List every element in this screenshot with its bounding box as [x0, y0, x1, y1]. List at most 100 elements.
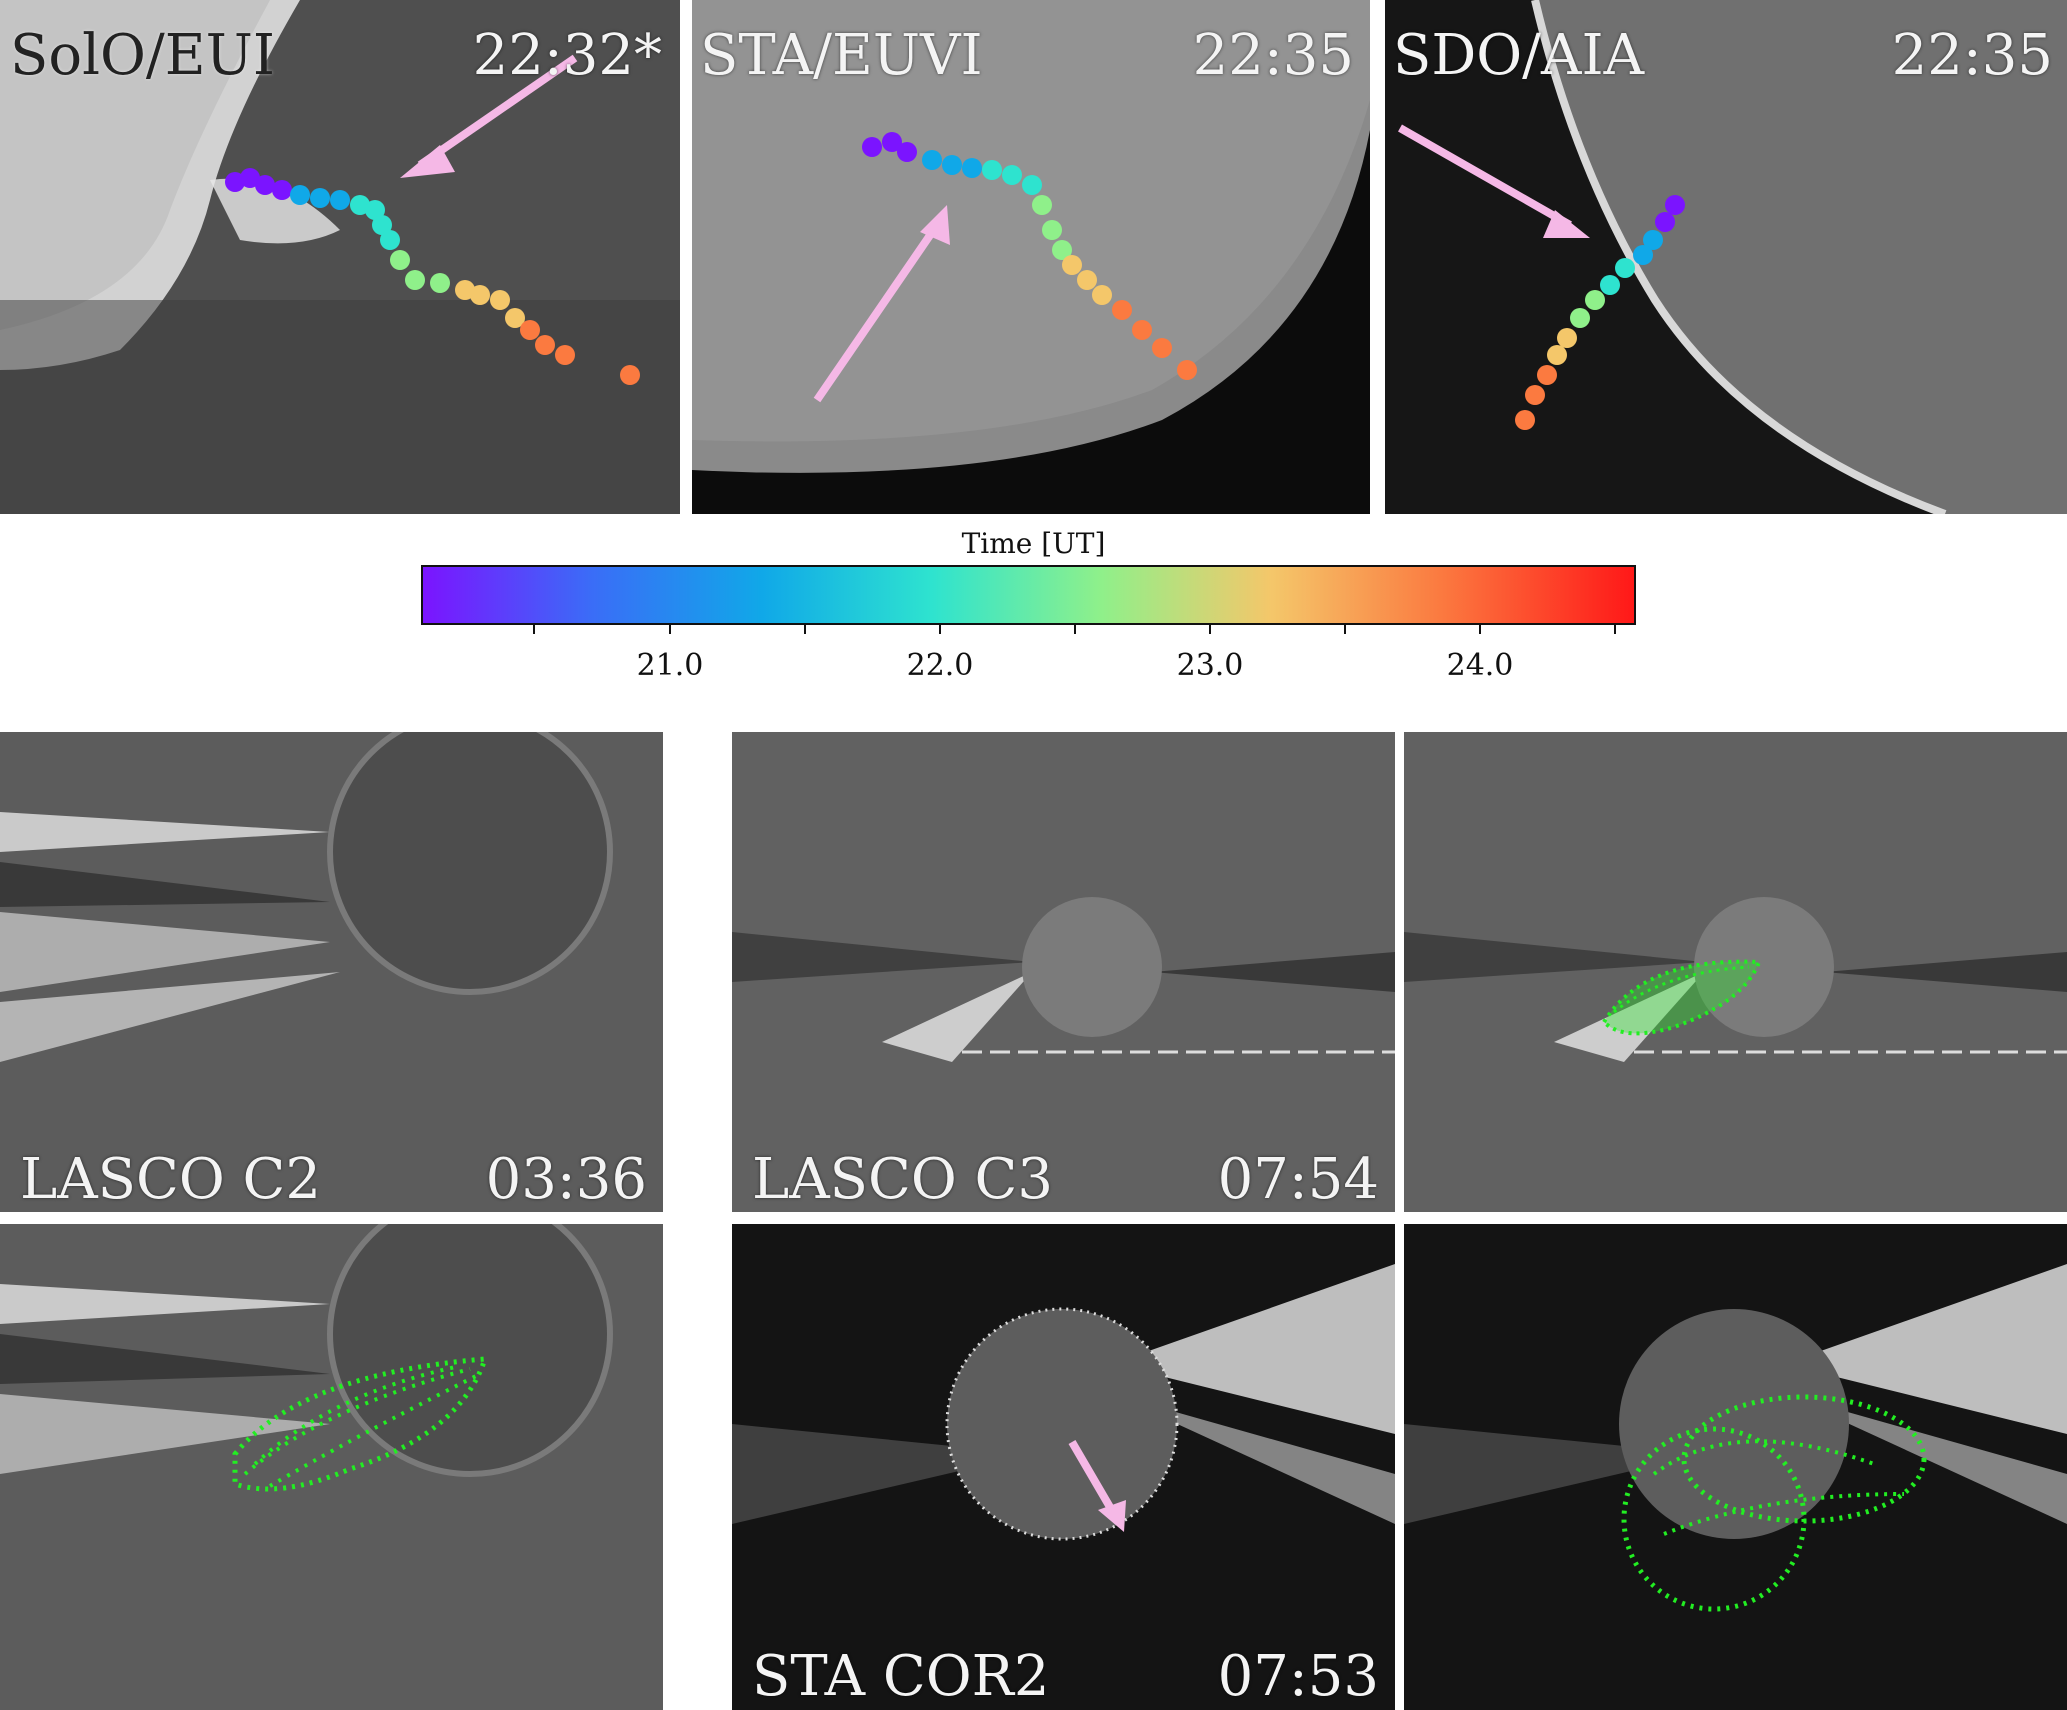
trajectory-point — [255, 175, 275, 195]
trajectory-point — [380, 230, 400, 250]
trajectory-point — [1570, 308, 1590, 328]
flux-rope-model — [232, 1356, 489, 1492]
trajectory-point — [1633, 245, 1653, 265]
trajectory-point — [555, 345, 575, 365]
trajectory-point — [1515, 410, 1535, 430]
trajectory-point — [1665, 195, 1685, 215]
colorbar-tick — [1209, 625, 1211, 634]
trajectory-point — [430, 273, 450, 293]
lasco-c3-image — [732, 732, 1395, 1212]
colorbar-tick — [669, 625, 671, 634]
trajectory-point — [982, 160, 1002, 180]
trajectory-point — [225, 172, 245, 192]
sta-cor2-image — [732, 1224, 1395, 1710]
panel-time: 22:35 — [1891, 23, 2053, 88]
sdo-aia-trajectory — [1398, 124, 1685, 430]
colorbar-minor-tick — [804, 625, 806, 634]
panel-label: STA/EUVI — [700, 23, 983, 88]
trajectory-point — [1062, 255, 1082, 275]
trajectory-point — [1002, 165, 1022, 185]
arrow-line — [813, 222, 941, 403]
trajectory-point — [620, 365, 640, 385]
trajectory-point — [372, 215, 392, 235]
lasco-c3-panel: LASCO C3 07:54 — [732, 732, 1395, 1212]
lasco-c2-panel: LASCO C2 03:36 — [0, 732, 663, 1212]
panel-time: 07:53 — [1217, 1644, 1379, 1709]
panel-label: SDO/AIA — [1393, 23, 1645, 88]
panel-label: LASCO C3 — [752, 1147, 1054, 1212]
lasco-c2-model-image — [0, 1224, 663, 1710]
trajectory-point — [1032, 195, 1052, 215]
trajectory-point — [897, 142, 917, 162]
panel-time: 22:35 — [1192, 23, 1354, 88]
arrow-line — [1068, 1439, 1118, 1517]
trajectory-point — [882, 132, 902, 152]
arrow-head — [1098, 1500, 1126, 1532]
trajectory-point — [1537, 365, 1557, 385]
trajectory-point — [1177, 360, 1197, 380]
lasco-c3-model-panel — [1404, 732, 2067, 1212]
trajectory-point — [1052, 240, 1072, 260]
trajectory-point — [1077, 270, 1097, 290]
sta-cor2-model-image — [1404, 1224, 2067, 1710]
colorbar-tick-label: 22.0 — [906, 648, 974, 683]
panel-time: 07:54 — [1217, 1147, 1379, 1212]
trajectory-point — [1042, 220, 1062, 240]
trajectory-point — [272, 180, 292, 200]
trajectory-point — [1600, 275, 1620, 295]
sta-cor2-model-panel — [1404, 1224, 2067, 1710]
colorbar-minor-tick — [1614, 625, 1616, 634]
sdo-aia-image — [1385, 0, 2067, 514]
arrow-head — [920, 205, 950, 245]
flux-rope-model — [1621, 1394, 1927, 1612]
trajectory-point — [962, 158, 982, 178]
trajectory-point — [405, 270, 425, 290]
trajectory-point — [862, 137, 882, 157]
panel-label: LASCO C2 — [20, 1147, 322, 1212]
trajectory-point — [922, 150, 942, 170]
sta-cor2-panel: STA COR2 07:53 — [732, 1224, 1395, 1710]
colorbar-title: Time [UT] — [961, 527, 1106, 560]
panel-time: 03:36 — [485, 1147, 647, 1212]
panel-time: 22:32* — [472, 23, 662, 88]
solo-eui-panel: SolO/EUI 22:32* — [0, 0, 680, 514]
trajectory-point — [1132, 320, 1152, 340]
trajectory-point — [1525, 385, 1545, 405]
colorbar-minor-tick — [1074, 625, 1076, 634]
lasco-c3-model-image — [1404, 732, 2067, 1212]
trajectory-point — [942, 155, 962, 175]
trajectory-point — [240, 168, 260, 188]
trajectory-point — [1655, 212, 1675, 232]
flux-rope-model — [1601, 959, 1762, 1036]
trajectory-point — [1092, 285, 1112, 305]
trajectory-point — [490, 290, 510, 310]
panel-label: SolO/EUI — [10, 23, 275, 88]
trajectory-point — [470, 285, 490, 305]
sdo-aia-panel: SDO/AIA 22:35 — [1385, 0, 2067, 514]
sta-euvi-panel: STA/EUVI 22:35 — [692, 0, 1370, 514]
panel-label: STA COR2 — [752, 1644, 1050, 1709]
solo-eui-image — [0, 0, 680, 514]
lasco-c2-image — [0, 732, 663, 1212]
arrow-head — [400, 145, 455, 178]
colorbar-tick — [1479, 625, 1481, 634]
trajectory-point — [290, 185, 310, 205]
trajectory-point — [1547, 345, 1567, 365]
arrow-line — [1398, 124, 1572, 229]
lasco-c2-model-panel — [0, 1224, 663, 1710]
trajectory-point — [520, 320, 540, 340]
colorbar-tick — [939, 625, 941, 634]
trajectory-point — [1585, 290, 1605, 310]
trajectory-point — [365, 200, 385, 220]
sta-euvi-trajectory — [813, 132, 1197, 403]
trajectory-point — [1022, 175, 1042, 195]
colorbar-minor-tick — [1344, 625, 1346, 634]
trajectory-point — [310, 188, 330, 208]
arrow-head — [1543, 210, 1590, 238]
colorbar-tick-label: 24.0 — [1446, 648, 1514, 683]
trajectory-point — [1112, 300, 1132, 320]
arrow-line — [417, 54, 578, 169]
trajectory-point — [1557, 328, 1577, 348]
colorbar-minor-tick — [533, 625, 535, 634]
trajectory-point — [1615, 258, 1635, 278]
